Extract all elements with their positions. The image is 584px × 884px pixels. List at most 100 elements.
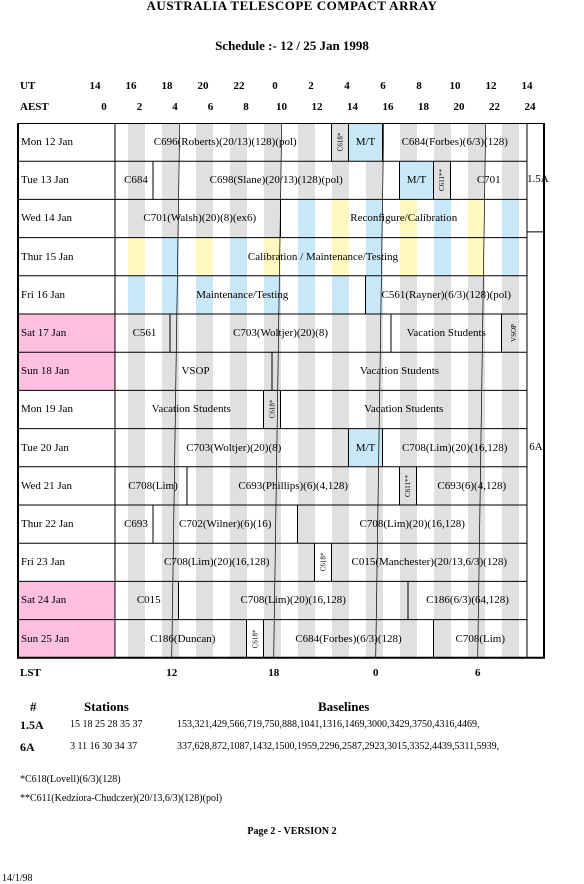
date-stamp: 14/1/98: [2, 873, 33, 884]
aest-label: AEST: [20, 101, 49, 113]
baselines-value: 337,628,872,1087,1432,1500,1959,2296,258…: [177, 741, 500, 752]
time-stripe: [195, 581, 213, 620]
schedule-block: C015(Manchester)(20/13,6/3)(128): [332, 543, 528, 581]
time-stripe: [433, 275, 451, 314]
time-stripe: [127, 428, 145, 467]
time-stripe: [467, 352, 485, 391]
time-stripe: [331, 352, 349, 391]
schedule-block-label: C684(Forbes)(6/3)(128): [295, 632, 402, 645]
time-stripe: [263, 428, 281, 467]
ut-tick-label: 14: [521, 80, 533, 92]
day-label: Tue 20 Jan: [17, 428, 115, 467]
time-stripe: [127, 199, 145, 238]
time-stripe: [195, 352, 213, 391]
time-stripe: [195, 199, 213, 238]
lst-tick-label: 0: [372, 667, 379, 679]
schedule-block-label: M/T: [406, 174, 427, 187]
maintenance-stripe: [297, 199, 315, 238]
schedule-block-label: C703(Woltjer)(20)(8): [232, 327, 329, 340]
ut-tick-label: 0: [272, 80, 278, 92]
time-stripe: [161, 199, 179, 238]
ut-tick-label: 18: [161, 80, 173, 92]
time-stripe: [467, 314, 485, 353]
time-stripe: [263, 543, 281, 582]
maintenance-stripe: [195, 275, 213, 314]
time-stripe: [297, 619, 315, 658]
time-stripe: [365, 581, 383, 620]
schedule-block: C701: [451, 161, 528, 199]
time-stripe: [331, 390, 349, 429]
time-stripe: [127, 505, 145, 544]
time-stripe: [433, 390, 451, 429]
lst-line: [375, 123, 385, 658]
ut-tick-label: 20: [197, 80, 209, 92]
time-stripe: [467, 161, 485, 200]
time-stripe: [297, 505, 315, 544]
schedule-block: C701(Walsh)(20)(8)(ex6): [119, 199, 281, 237]
time-stripe: [501, 390, 519, 429]
aest-tick-label: 22: [489, 101, 500, 113]
aest-tick-label: 0: [101, 101, 107, 113]
maintenance-stripe: [229, 237, 247, 276]
schedule-block-label: C684: [124, 174, 148, 187]
time-stripe: [501, 581, 519, 620]
time-stripe: [501, 428, 519, 467]
time-stripe: [331, 543, 349, 582]
time-stripe: [263, 581, 281, 620]
block-background: [399, 161, 434, 200]
maintenance-stripe: [399, 199, 417, 238]
time-stripe: [263, 390, 281, 429]
schedule-block-label: C684(Forbes)(6/3)(128): [401, 136, 508, 149]
time-stripe: [433, 161, 451, 200]
time-stripe: [467, 390, 485, 429]
time-stripe: [229, 352, 247, 391]
time-stripe: [161, 505, 179, 544]
schedule-block: C684: [119, 161, 153, 199]
schedule-block-label: Calibration / Maintenance/Testing: [247, 250, 399, 263]
time-stripe: [263, 123, 281, 162]
time-stripe: [229, 314, 247, 353]
schedule-block-label: C708(Lim)(20)(16,128): [164, 556, 270, 569]
time-stripe: [161, 123, 179, 162]
lst-line: [273, 123, 283, 658]
schedule-block-label: C696(Roberts)(20/13)(128)(pol): [153, 136, 297, 149]
schedule-grid: Mon 12 Jan C696(Roberts)(20/13)(128)(pol)…: [17, 123, 549, 659]
time-stripe: [501, 161, 519, 200]
time-stripe: [399, 543, 417, 582]
ut-tick-label: 2: [308, 80, 314, 92]
time-stripe: [331, 505, 349, 544]
schedule-block: C561(Rayner)(6/3)(128)(pol): [366, 276, 528, 314]
schedule-block-label: C708(Lim): [128, 479, 178, 492]
time-stripe: [501, 352, 519, 391]
ut-label: UT: [20, 80, 36, 92]
schedule-block: C186(6/3)(64,128): [408, 581, 527, 619]
time-stripe: [229, 428, 247, 467]
time-stripe: [433, 466, 451, 505]
time-stripe: [161, 352, 179, 391]
time-stripe: [501, 543, 519, 582]
schedule-block-label: C701: [476, 174, 501, 187]
ut-tick-label: 22: [233, 80, 245, 92]
time-stripe: [501, 123, 519, 162]
schedule-block: C684(Forbes)(6/3)(128): [264, 620, 434, 658]
time-stripe: [195, 390, 213, 429]
time-stripe: [399, 314, 417, 353]
schedule-block-label: C015: [136, 594, 161, 607]
time-stripe: [297, 428, 315, 467]
time-stripe: [399, 466, 417, 505]
time-stripe: [195, 428, 213, 467]
time-stripe: [365, 352, 383, 391]
maintenance-stripe: [161, 275, 179, 314]
time-stripe: [161, 390, 179, 429]
time-stripe: [433, 505, 451, 544]
maintenance-stripe: [229, 275, 247, 314]
schedule-block: C561: [119, 314, 170, 352]
day-label: Mon 12 Jan: [17, 123, 115, 162]
time-stripe: [127, 581, 145, 620]
time-stripe: [161, 619, 179, 658]
aest-tick-label: 18: [418, 101, 429, 113]
lst-tick-label: 6: [474, 667, 481, 679]
maintenance-stripe: [467, 237, 485, 276]
time-stripe: [365, 619, 383, 658]
time-stripe: [433, 314, 451, 353]
